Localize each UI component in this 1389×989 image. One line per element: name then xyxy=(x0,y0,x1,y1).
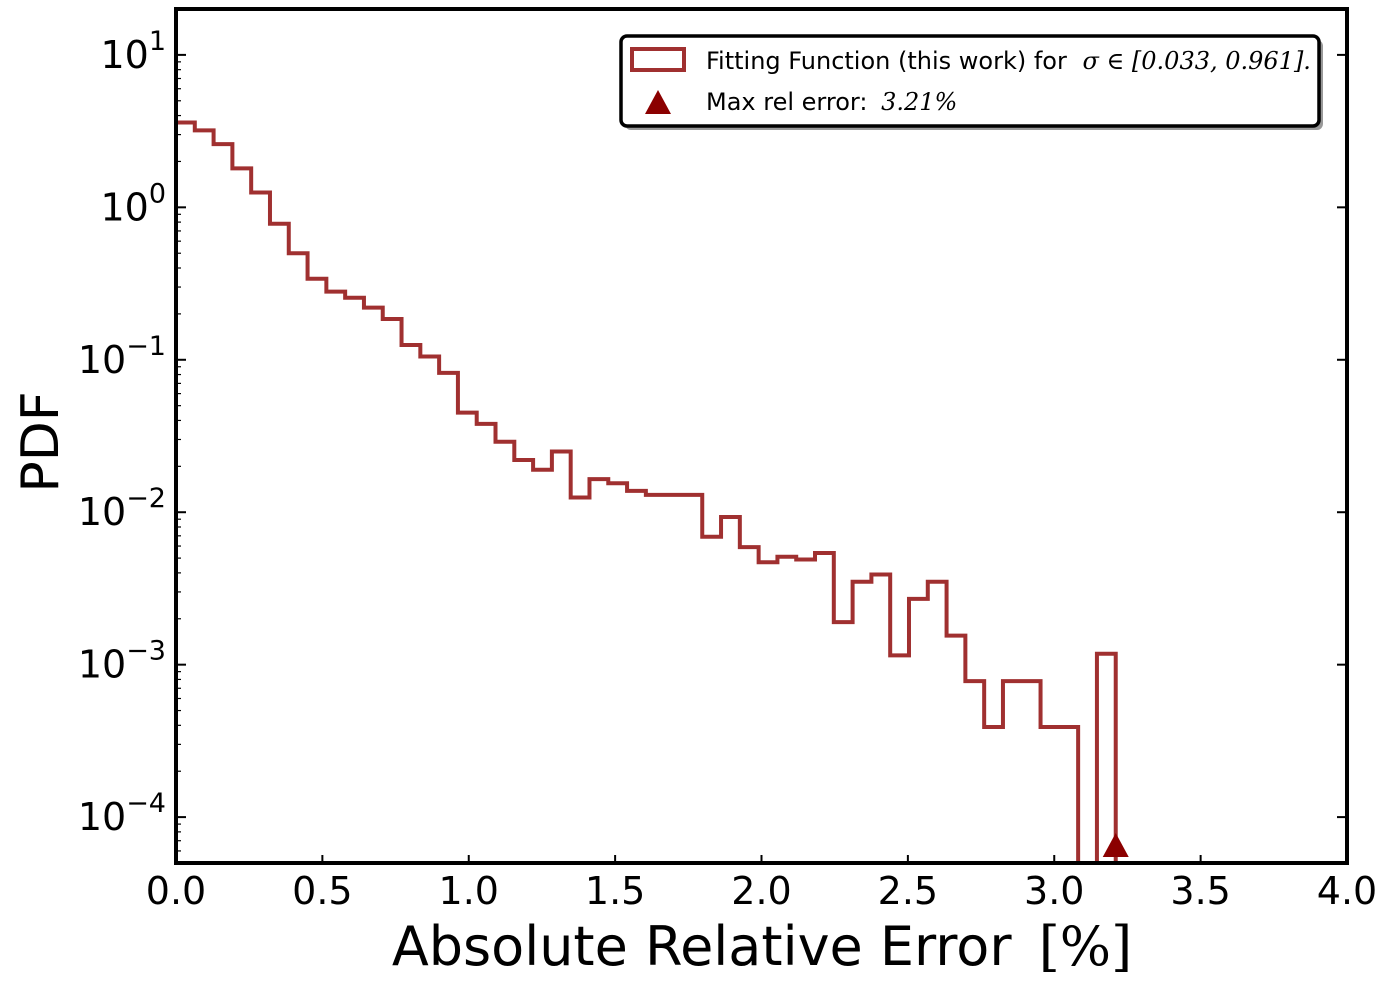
legend-swatch-fitting-function xyxy=(630,47,686,72)
x-tick-label: 3.5 xyxy=(1170,869,1230,913)
y-tick-label: 10−3 xyxy=(78,636,166,687)
y-tick-label: 101 xyxy=(100,26,166,77)
plot-frame xyxy=(174,7,1349,865)
y-tick-label: 100 xyxy=(100,178,166,229)
x-axis-label: Absolute Relative Error [%] xyxy=(392,915,1132,978)
x-tick-label: 2.5 xyxy=(878,869,938,913)
x-tick-label: 2.0 xyxy=(731,869,791,913)
legend-marker-triangle-icon xyxy=(645,90,671,114)
y-tick-label: 10−2 xyxy=(78,483,166,534)
legend-box xyxy=(619,34,1321,128)
x-tick-label: 3.0 xyxy=(1024,869,1084,913)
max-rel-error-marker xyxy=(1102,833,1129,857)
y-tick-label: 10−4 xyxy=(78,788,166,839)
x-tick-label: 1.5 xyxy=(585,869,645,913)
axis-ticks: 0.0 0.5 1.0 1.5 2.0 2.5 3.0 3.5 4.0 10−4 10−3 10−2 1… xyxy=(78,8,1377,913)
legend-label-max-rel-error: Max rel error: 3.21% xyxy=(706,88,957,116)
histogram-step-line xyxy=(174,120,1118,865)
y-axis-label: PDF xyxy=(11,391,71,492)
x-tick-label: 0.0 xyxy=(146,869,206,913)
x-tick-label: 1.0 xyxy=(439,869,499,913)
x-tick-label: 4.0 xyxy=(1317,869,1377,913)
legend-label-fitting-function: Fitting Function (this work) for σ ∈ [0.… xyxy=(706,47,1311,75)
legend: Fitting Function (this work) for σ ∈ [0.… xyxy=(619,34,1323,130)
x-tick-label: 0.5 xyxy=(292,869,352,913)
plot-area xyxy=(174,120,1129,865)
y-tick-label: 10−1 xyxy=(78,331,166,382)
